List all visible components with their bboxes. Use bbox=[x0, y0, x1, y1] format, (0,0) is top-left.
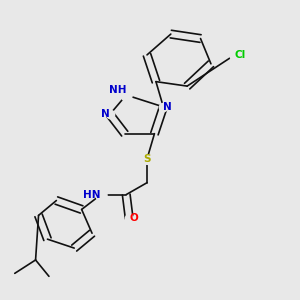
Text: N: N bbox=[164, 102, 172, 112]
Text: N: N bbox=[101, 109, 110, 119]
Text: NH: NH bbox=[109, 85, 126, 95]
Text: Cl: Cl bbox=[235, 50, 246, 60]
Text: HN: HN bbox=[83, 190, 101, 200]
Text: O: O bbox=[129, 213, 138, 224]
Text: S: S bbox=[143, 154, 151, 164]
